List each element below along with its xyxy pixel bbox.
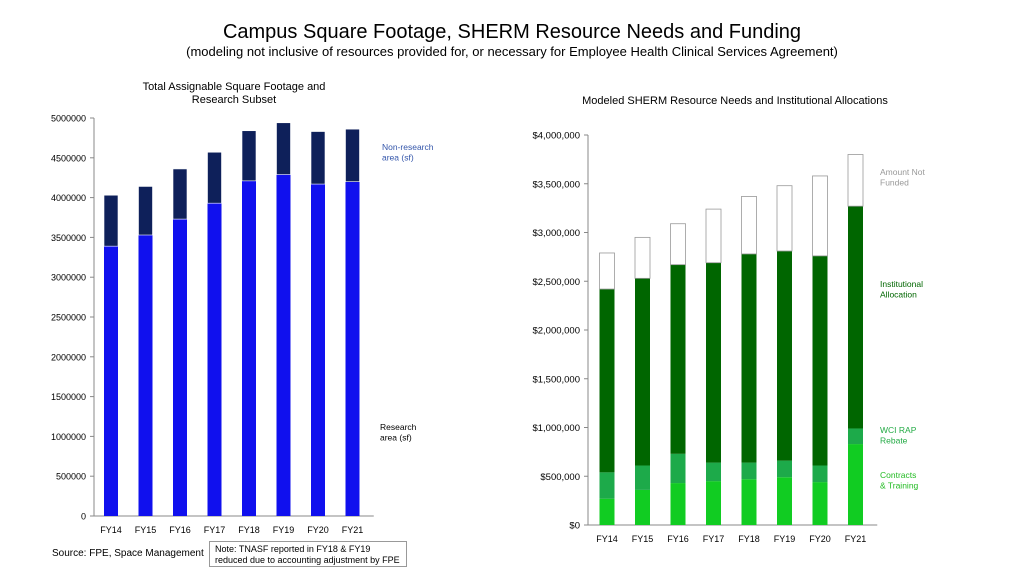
page-title: Campus Square Footage, SHERM Resource Ne… xyxy=(222,21,802,43)
sherm-bar-fy15-series-3 xyxy=(634,236,651,279)
sherm-bar-fy14-series-2 xyxy=(599,289,615,473)
sherm-bar-fy21-series-2 xyxy=(848,206,863,429)
sherm-y-tick-label: $3,500,000 xyxy=(532,179,580,190)
source-note: Source: FPE, Space Management xyxy=(52,548,204,559)
sqft-bar-fy14-series-0 xyxy=(104,246,118,516)
sherm-legend-label-1: WCI RAP Rebate xyxy=(880,425,917,446)
sherm-bar-fy16-series-2 xyxy=(670,264,686,454)
sqft-bar-fy15-series-0 xyxy=(138,235,153,516)
sqft-bar-fy16-series-1 xyxy=(172,168,188,220)
sherm-bar-fy14-series-3 xyxy=(599,252,615,290)
sqft-x-tick-label: FY18 xyxy=(238,525,260,535)
sqft-bar-fy15-series-1 xyxy=(138,186,153,236)
sqft-y-tick-label: 4000000 xyxy=(51,193,86,203)
sherm-bar-fy20-series-0 xyxy=(812,482,828,525)
sqft-y-tick-label: 3500000 xyxy=(51,233,86,243)
sherm-bar-fy21-series-1 xyxy=(848,428,863,445)
sqft-bar-fy21-series-1 xyxy=(345,128,360,182)
sherm-x-tick-label: FY19 xyxy=(774,534,796,544)
accounting-note: Note: TNASF reported in FY18 & FY19 redu… xyxy=(209,541,407,567)
sqft-x-tick-label: FY15 xyxy=(135,525,157,535)
sherm-bar-fy14-series-1 xyxy=(599,472,615,499)
sherm-bar-fy19-series-3 xyxy=(776,185,793,252)
sqft-chart-title: Total Assignable Square Footage and Rese… xyxy=(142,81,326,106)
sherm-chart-title: Modeled SHERM Resource Needs and Institu… xyxy=(582,95,888,107)
sherm-bar-fy16-series-3 xyxy=(670,223,686,266)
page-subtitle: (modeling not inclusive of resources pro… xyxy=(186,44,838,59)
sherm-x-tick-label: FY17 xyxy=(703,534,725,544)
sherm-legend-label-3: Amount Not Funded xyxy=(880,167,926,188)
sherm-y-tick-label: $2,000,000 xyxy=(532,326,580,337)
sherm-legend-label-2: Institutional Allocation xyxy=(880,279,923,300)
sqft-y-tick-label: 500000 xyxy=(56,472,86,482)
sqft-bar-fy21-series-0 xyxy=(345,181,360,516)
sherm-bar-fy15-series-1 xyxy=(635,465,650,490)
sherm-bar-fy15-series-0 xyxy=(635,489,650,525)
sherm-x-tick-label: FY14 xyxy=(596,534,618,544)
sherm-bar-fy18-series-1 xyxy=(741,462,757,480)
sqft-y-tick-label: 0 xyxy=(81,512,86,522)
sqft-x-tick-label: FY17 xyxy=(204,525,226,535)
sqft-x-tick-label: FY21 xyxy=(342,525,364,535)
sqft-y-tick-label: 4500000 xyxy=(51,153,86,163)
sherm-x-tick-label: FY15 xyxy=(632,534,654,544)
sherm-y-tick-label: $4,000,000 xyxy=(532,131,580,142)
sherm-bar-fy20-series-2 xyxy=(812,255,828,466)
sqft-y-tick-label: 3000000 xyxy=(51,273,86,283)
sherm-bar-fy17-series-3 xyxy=(705,208,722,264)
sqft-x-tick-label: FY20 xyxy=(307,525,329,535)
sherm-x-tick-label: FY18 xyxy=(738,534,760,544)
sherm-bar-fy17-series-1 xyxy=(706,462,721,482)
sqft-bar-fy19-series-1 xyxy=(276,122,291,175)
sherm-bar-fy15-series-2 xyxy=(635,278,650,466)
sherm-legend-label-0: Contracts & Training xyxy=(880,470,919,491)
sqft-bar-fy18-series-0 xyxy=(242,180,256,516)
sherm-bar-fy19-series-0 xyxy=(777,477,792,525)
sherm-bar-fy18-series-2 xyxy=(741,253,757,463)
sqft-y-tick-label: 5000000 xyxy=(51,114,86,124)
sherm-chart: $0 $500,000 $1,000,000 $1,500,000 $2,000,000… xyxy=(532,131,925,545)
sqft-x-tick-label: FY14 xyxy=(100,525,122,535)
sherm-x-tick-label: FY20 xyxy=(809,534,831,544)
sqft-y-tick-label: 1000000 xyxy=(51,432,86,442)
sherm-x-tick-label: FY21 xyxy=(845,534,867,544)
sqft-chart: 0 500000 1000000 1500000 2000000 2500000 30000… xyxy=(51,114,434,536)
sqft-bar-fy17-series-1 xyxy=(207,151,222,204)
sherm-y-tick-label: $1,500,000 xyxy=(532,374,580,385)
sqft-y-tick-label: 1500000 xyxy=(51,392,86,402)
sqft-bar-fy20-series-0 xyxy=(311,184,325,516)
sherm-bar-fy17-series-0 xyxy=(706,481,721,525)
sherm-y-tick-label: $3,000,000 xyxy=(532,228,580,239)
sherm-bar-fy20-series-3 xyxy=(812,175,828,257)
sqft-x-tick-label: FY19 xyxy=(273,525,295,535)
sqft-bar-fy17-series-0 xyxy=(207,203,222,516)
sherm-bar-fy19-series-1 xyxy=(777,460,792,478)
sqft-legend-label-0: Non-research area (sf) xyxy=(382,142,434,163)
sqft-bar-fy14-series-1 xyxy=(103,194,119,247)
sherm-bar-fy21-series-0 xyxy=(848,444,863,525)
sqft-x-tick-label: FY16 xyxy=(169,525,191,535)
sherm-bar-fy18-series-3 xyxy=(741,196,757,255)
sherm-bar-fy16-series-1 xyxy=(670,453,686,484)
sherm-y-tick-label: $500,000 xyxy=(540,472,580,483)
sqft-bar-fy19-series-0 xyxy=(276,174,291,517)
sherm-x-tick-label: FY16 xyxy=(667,534,689,544)
sherm-bar-fy14-series-0 xyxy=(599,498,615,525)
sqft-legend-label-1: Research area (sf) xyxy=(380,422,417,443)
sherm-bar-fy19-series-2 xyxy=(777,251,792,461)
sherm-bar-fy18-series-0 xyxy=(741,479,757,525)
sqft-bar-fy18-series-1 xyxy=(241,130,257,182)
sherm-bar-fy16-series-0 xyxy=(670,483,686,525)
sqft-bar-fy20-series-1 xyxy=(310,131,326,185)
sherm-y-tick-label: $1,000,000 xyxy=(532,423,580,434)
sqft-y-tick-label: 2000000 xyxy=(51,352,86,362)
sqft-y-tick-label: 2500000 xyxy=(51,313,86,323)
sherm-bar-fy20-series-1 xyxy=(812,465,828,483)
sherm-bar-fy17-series-2 xyxy=(706,262,721,463)
sqft-bar-fy16-series-0 xyxy=(173,219,187,517)
sherm-y-tick-label: $2,500,000 xyxy=(532,277,580,288)
sherm-y-tick-label: $0 xyxy=(569,521,580,532)
sherm-bar-fy21-series-3 xyxy=(847,154,864,207)
